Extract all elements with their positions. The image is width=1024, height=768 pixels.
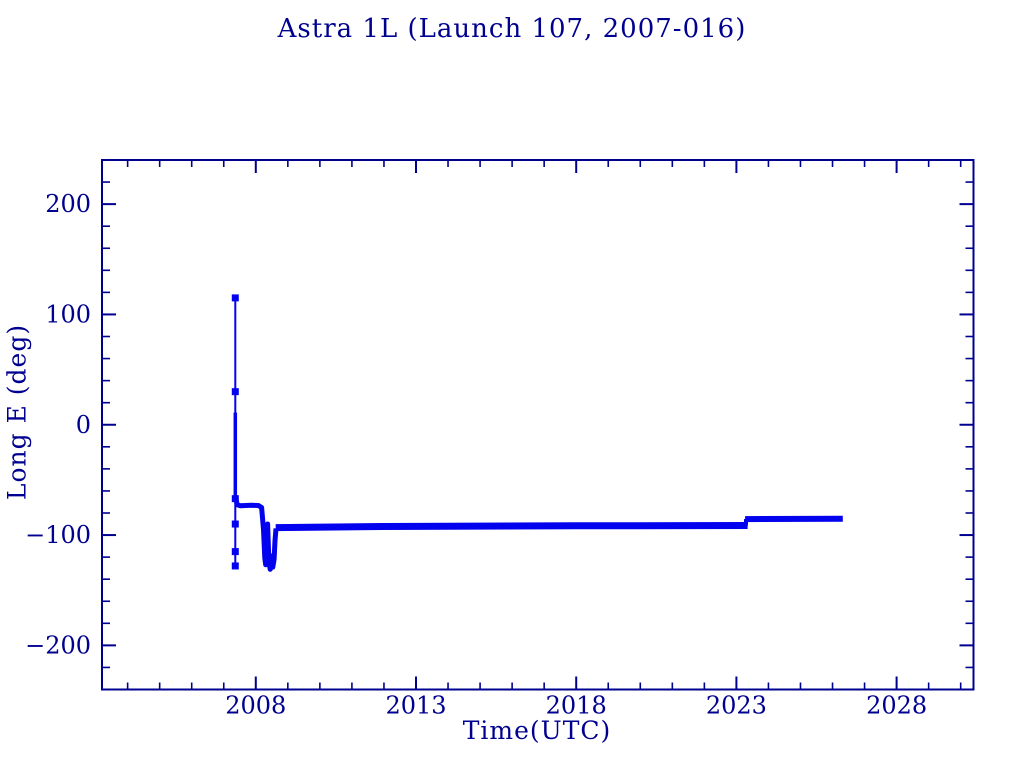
x-tick-label: 2028 (866, 692, 927, 720)
data-series-segment (275, 522, 748, 532)
x-tick-label: 2008 (225, 692, 286, 720)
x-tick-label: 2013 (385, 692, 446, 720)
chart-title: Astra 1L (Launch 107, 2007-016) (277, 14, 747, 44)
y-tick-label: 200 (45, 190, 91, 218)
x-tick-label: 2023 (706, 692, 767, 720)
y-tick-label: −200 (25, 631, 91, 659)
y-tick-label: 0 (76, 411, 91, 439)
y-tick-label: −100 (25, 521, 91, 549)
data-point-marker (231, 495, 239, 503)
data-series-segment (233, 498, 279, 572)
data-point-marker (231, 294, 239, 302)
y-tick-label: 100 (45, 300, 91, 328)
x-axis-label: Time(UTC) (462, 716, 612, 745)
data-point-marker (231, 562, 239, 570)
data-point-marker (231, 388, 239, 396)
x-tick-label: 2018 (546, 692, 607, 720)
data-point-marker (231, 520, 239, 528)
data-point-marker (231, 548, 239, 556)
plot-frame (101, 159, 975, 691)
